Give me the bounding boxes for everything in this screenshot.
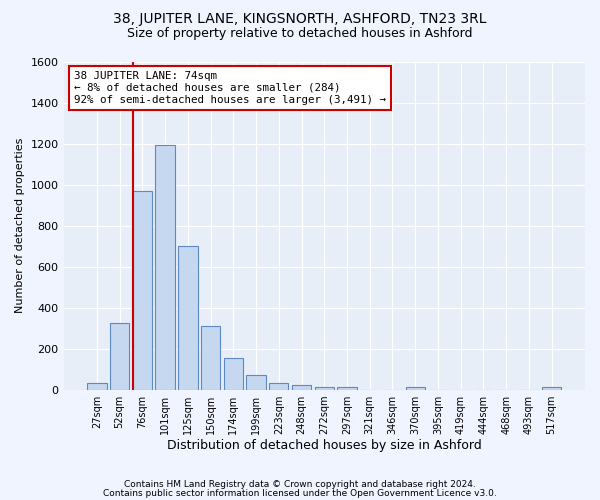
X-axis label: Distribution of detached houses by size in Ashford: Distribution of detached houses by size … <box>167 440 482 452</box>
Bar <box>337 386 356 390</box>
Text: Contains public sector information licensed under the Open Government Licence v3: Contains public sector information licen… <box>103 488 497 498</box>
Bar <box>247 375 266 390</box>
Text: Size of property relative to detached houses in Ashford: Size of property relative to detached ho… <box>127 28 473 40</box>
Y-axis label: Number of detached properties: Number of detached properties <box>15 138 25 313</box>
Bar <box>110 323 130 390</box>
Text: 38, JUPITER LANE, KINGSNORTH, ASHFORD, TN23 3RL: 38, JUPITER LANE, KINGSNORTH, ASHFORD, T… <box>113 12 487 26</box>
Bar <box>201 326 220 390</box>
Bar <box>406 387 425 390</box>
Text: 38 JUPITER LANE: 74sqm
← 8% of detached houses are smaller (284)
92% of semi-det: 38 JUPITER LANE: 74sqm ← 8% of detached … <box>74 72 386 104</box>
Bar <box>178 246 197 390</box>
Bar <box>224 358 243 390</box>
Bar <box>314 386 334 390</box>
Bar <box>133 190 152 390</box>
Bar <box>542 387 561 390</box>
Bar <box>269 384 289 390</box>
Text: Contains HM Land Registry data © Crown copyright and database right 2024.: Contains HM Land Registry data © Crown c… <box>124 480 476 489</box>
Bar <box>87 384 107 390</box>
Bar <box>292 386 311 390</box>
Bar <box>155 144 175 390</box>
